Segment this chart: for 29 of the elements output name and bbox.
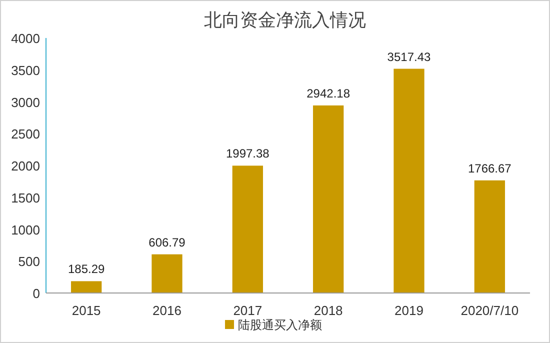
y-tick-label: 1500 <box>11 190 40 206</box>
data-label: 1766.67 <box>468 161 512 176</box>
x-tick-label: 2018 <box>314 303 343 318</box>
x-tick-label: 2016 <box>152 303 182 318</box>
bar <box>394 68 424 293</box>
x-tick-label: 2020/7/10 <box>460 303 519 318</box>
chart-title: 北向资金净流入情况 <box>204 10 366 30</box>
y-tick-label: 4000 <box>11 31 40 46</box>
x-tick-label: 2015 <box>72 303 101 318</box>
y-tick-label: 3500 <box>11 62 40 78</box>
y-tick-label: 500 <box>18 254 40 270</box>
x-tick-label: 2017 <box>233 303 262 318</box>
y-tick-label: 2000 <box>11 158 40 174</box>
y-tick-label: 1000 <box>11 222 40 238</box>
bar <box>474 180 505 293</box>
data-label: 2942.18 <box>306 86 350 100</box>
bar <box>71 281 102 293</box>
y-tick-label: 2500 <box>11 126 40 142</box>
data-label: 3517.43 <box>387 50 432 64</box>
data-label: 606.79 <box>148 235 186 250</box>
y-tick-label: 3000 <box>11 94 40 110</box>
bar <box>313 105 344 293</box>
bar <box>232 166 263 293</box>
bar <box>152 254 182 293</box>
data-label: 1997.38 <box>226 146 270 161</box>
x-tick-label: 2019 <box>394 303 424 318</box>
data-label: 185.29 <box>68 262 106 276</box>
y-tick-label: 0 <box>32 286 40 301</box>
legend-label: 陆股通买入净额 <box>238 318 322 332</box>
